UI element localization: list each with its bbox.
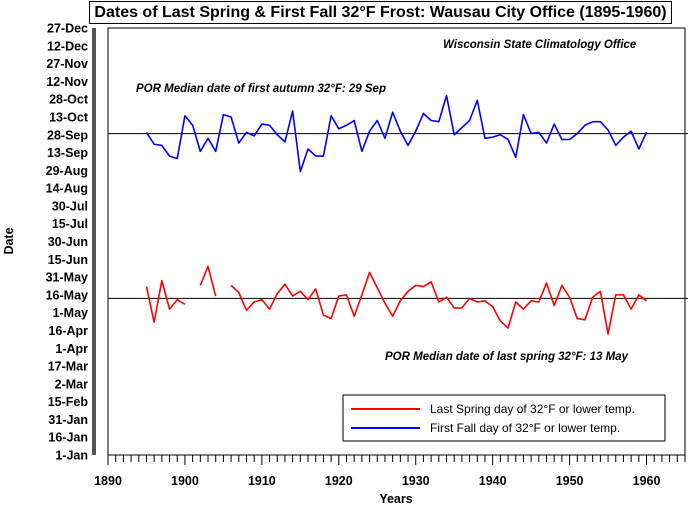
y-tick-label: 16-May [46,288,88,302]
y-tick-label: 27-Dec [47,22,88,36]
series-line-last-spring [145,265,648,335]
spring-median-annotation: POR Median date of last spring 32°F: 13 … [385,351,629,363]
x-tick-labels: 1890 1900 1910 1920 1930 1940 1950 1960 [94,474,660,488]
x-tick-label: 1910 [248,474,276,488]
y-tick-label: 30-Jul [52,199,88,213]
y-tick-label: 13-Sep [47,146,88,160]
subtitle: Wisconsin State Climatology Office [443,39,637,51]
y-tick-label: 28-Oct [49,93,89,107]
legend-box [342,394,666,442]
y-tick-label: 2-Mar [55,377,88,391]
legend-label-fall: First Fall day of 32°F or lower temp. [430,421,620,435]
x-tick-label: 1920 [325,474,353,488]
x-axis-label: Years [379,492,412,506]
series-layer [145,94,648,335]
y-tick-label: 27-Nov [46,57,88,71]
y-tick-label: 1-Apr [55,342,88,356]
y-tick-label: 12-Nov [46,75,88,89]
y-tick-label: 12-Dec [47,39,88,53]
y-tick-labels: 1-Jan 16-Jan 31-Jan 15-Feb 2-Mar 17-Mar 1-Apr 1… [46,22,89,463]
y-tick-label: 15-Jun [48,253,88,267]
fall-median-annotation: POR Median date of first autumn 32°F: 29… [136,83,386,95]
x-tick-label: 1950 [556,474,584,488]
y-tick-label: 14-Aug [46,182,88,196]
legend: Last Spring day of 32°F or lower temp. F… [342,394,666,442]
y-tick-label: 31-May [46,271,88,285]
y-tick-label: 17-Mar [48,360,88,374]
x-minor-ticks [107,455,686,465]
x-tick-label: 1940 [479,474,507,488]
y-tick-label: 1-May [53,306,88,320]
series-line-first-fall [145,94,648,173]
y-tick-label: 13-Oct [49,110,89,124]
y-axis-label: Date [2,227,16,254]
chart-title: Dates of Last Spring & First Fall 32°F F… [89,1,672,24]
x-tick-label: 1930 [402,474,430,488]
legend-label-spring: Last Spring day of 32°F or lower temp. [430,402,635,416]
left-axis-tick-band [92,28,96,455]
y-tick-label: 16-Jan [48,431,88,445]
plot-frame [107,27,686,456]
y-tick-label: 16-Apr [48,324,88,338]
y-tick-label: 28-Sep [47,128,88,142]
x-tick-label: 1960 [633,474,661,488]
y-tick-label: 15-Jul [52,217,88,231]
x-tick-label: 1900 [171,474,199,488]
y-tick-label: 15-Feb [48,395,89,409]
y-tick-label: 29-Aug [46,164,88,178]
x-tick-label: 1890 [94,474,122,488]
y-tick-label: 31-Jan [48,413,88,427]
y-tick-label: 1-Jan [55,449,88,463]
y-tick-label: 30-Jun [48,235,88,249]
